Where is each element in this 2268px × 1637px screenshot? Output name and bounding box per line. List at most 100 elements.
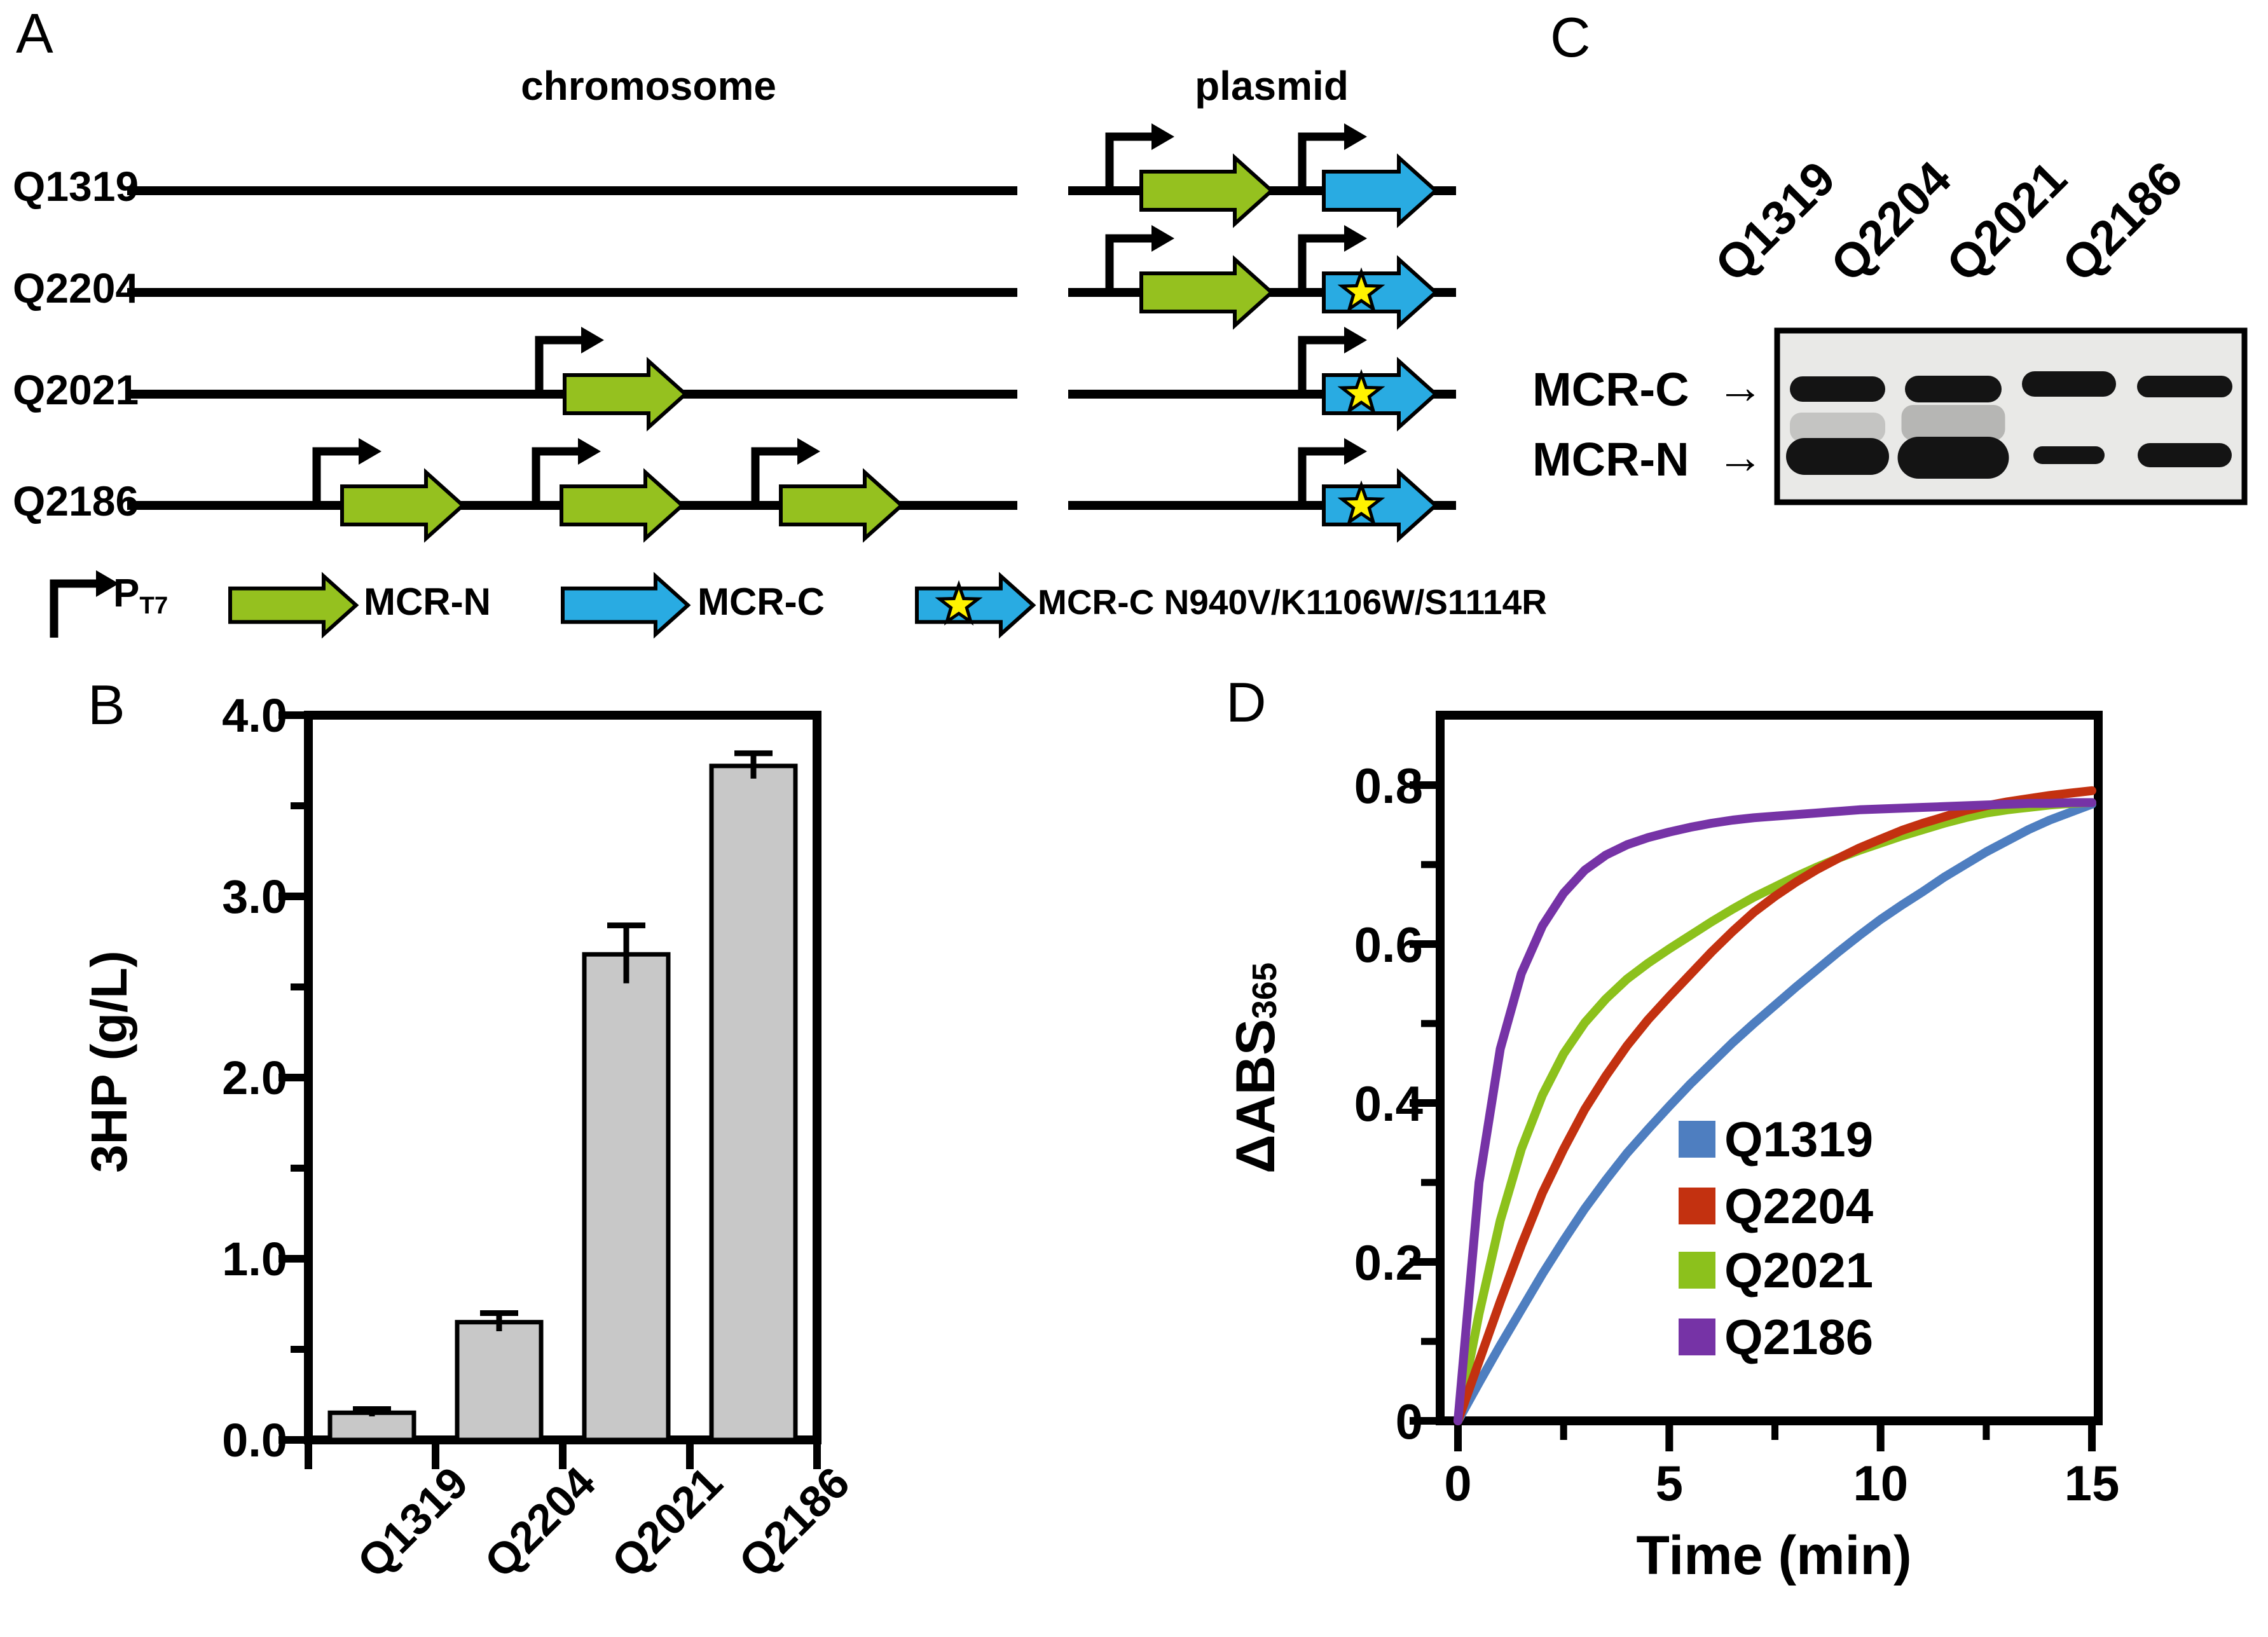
promoter-bent-arrow-icon (535, 336, 581, 394)
band-smear (1901, 405, 2005, 441)
promoter-bent-arrow-icon (1105, 234, 1151, 292)
promoter-arrowhead (1151, 225, 1174, 252)
panel-c-western-blot (1774, 327, 2248, 505)
y-tick-label: 0.8 (1354, 758, 1423, 814)
curve-q2186 (1454, 798, 2096, 1425)
blot-row-label-mcr-n: MCR-N (1532, 433, 1689, 486)
promoter-bent-arrow-icon (312, 447, 359, 505)
plot-frame (1436, 711, 2103, 1425)
y-tick-label: 0 (1396, 1394, 1423, 1449)
y-tick-label: 0.4 (1354, 1076, 1423, 1132)
y-tick-label: 0.0 (222, 1414, 287, 1467)
gene-arrow (915, 572, 1036, 639)
promoter-bent-arrow-icon (751, 447, 797, 505)
blot-band-mcr-n (1897, 437, 2009, 479)
gene-arrow (1322, 153, 1439, 228)
column-header-chromosome: chromosome (521, 63, 776, 109)
strain-label-q1319: Q1319 (13, 163, 139, 210)
blot-band-mcr-n (2138, 443, 2232, 467)
panel-d-x-axis-title: Time (min) (1636, 1525, 1912, 1586)
gene-arrow (340, 468, 466, 543)
blot-band-mcr-c (2022, 371, 2116, 397)
legend-swatch-q2204 (1679, 1188, 1715, 1224)
y-tick-label: 1.0 (222, 1233, 287, 1285)
gene-arrow (228, 572, 359, 639)
bar (709, 764, 798, 1442)
gene-arrow (560, 468, 685, 543)
gene-arrow (1322, 255, 1439, 330)
promoter-arrowhead (359, 438, 381, 465)
promoter-arrowhead (1344, 327, 1367, 353)
blot-band-mcr-c (1790, 376, 1885, 402)
strain-label-q2021: Q2021 (13, 366, 139, 413)
mutation-star-icon (1337, 267, 1385, 313)
legend-label-q2021: Q2021 (1724, 1242, 1873, 1298)
legend-label-q2186: Q2186 (1724, 1309, 1873, 1365)
panel-a-letter: A (16, 2, 53, 65)
legend-swatch-q1319 (1679, 1121, 1715, 1158)
strain-label-q2204: Q2204 (13, 264, 139, 312)
legend-mcrc-label: MCR-C (698, 580, 825, 623)
x-tick-label: 0 (1444, 1455, 1471, 1511)
abs-subscript: 365 (1246, 962, 1284, 1019)
panel-c-letter: C (1550, 6, 1591, 69)
y-tick-label: 0.6 (1354, 917, 1423, 973)
legend-mcrc-mutant-label: MCR-C N940V/K1106W/S1114R (1038, 582, 1547, 622)
curve-q1319 (1454, 800, 2096, 1425)
gene-arrow (779, 468, 905, 543)
legend-label-q2204: Q2204 (1724, 1178, 1873, 1234)
panel-b-letter: B (88, 673, 125, 736)
bar (327, 1410, 416, 1442)
gene-arrow (1139, 153, 1275, 228)
legend-label-q1319: Q1319 (1724, 1111, 1873, 1167)
panel-d-y-axis-title: ΔABS 365 (1224, 890, 1288, 1246)
gene-arrow (1139, 255, 1275, 330)
promoter-bent-arrow-icon (1298, 447, 1344, 505)
legend-promoter-label: PT7 (113, 571, 168, 619)
curve-q2021 (1454, 798, 2096, 1425)
bar (582, 952, 671, 1442)
panel-b-y-axis-title: 3HP (g/L) (81, 950, 137, 1173)
promoter-symbol-text: P (113, 572, 140, 615)
x-tick-label: 15 (2065, 1455, 2120, 1511)
promoter-bent-arrow-icon (1298, 336, 1344, 394)
legend-mcrn-label: MCR-N (364, 580, 491, 623)
y-tick-label: 2.0 (222, 1051, 287, 1104)
right-arrow-icon: → (1717, 430, 1764, 483)
promoter-arrowhead (1344, 438, 1367, 465)
promoter-arrowhead (96, 570, 119, 597)
legend-swatch-q2021 (1679, 1252, 1715, 1289)
blot-band-mcr-c (1905, 376, 2002, 402)
mutation-star-icon (1337, 369, 1385, 414)
column-header-plasmid: plasmid (1195, 63, 1349, 109)
bar (455, 1320, 544, 1442)
promoter-bent-arrow-icon (1298, 234, 1344, 292)
panel-d-letter: D (1226, 671, 1267, 734)
promoter-arrowhead (1344, 225, 1367, 252)
gene-arrow (563, 357, 689, 432)
promoter-arrowhead (1344, 123, 1367, 150)
promoter-arrowhead (578, 438, 601, 465)
panel-a-gene-diagram (50, 123, 1456, 639)
y-tick-label: 0.2 (1354, 1235, 1423, 1291)
promoter-subscript: T7 (139, 591, 168, 619)
promoter-bent-arrow-icon (50, 579, 96, 638)
delta-abs-text: ΔABS (1225, 1018, 1286, 1174)
promoter-bent-arrow-icon (1298, 132, 1344, 191)
promoter-arrowhead (581, 327, 604, 353)
blot-row-label-mcr-c: MCR-C (1532, 363, 1689, 416)
gene-arrow (1322, 468, 1439, 543)
band-smear (1790, 413, 1885, 442)
gene-arrow (1322, 357, 1439, 432)
promoter-bent-arrow-icon (1105, 132, 1151, 191)
mutation-star-icon (1337, 480, 1385, 526)
panel-b-bar-chart: 0.0 1.0 2.0 3.0 4.0 (222, 689, 821, 1469)
gene-arrow (561, 572, 691, 639)
strain-label-q2186: Q2186 (13, 477, 139, 524)
mutation-star-icon (935, 580, 983, 626)
blot-band-mcr-c (2137, 376, 2232, 397)
blot-band-mcr-n (1786, 438, 1889, 475)
x-tick-label: 5 (1656, 1455, 1683, 1511)
promoter-arrowhead (1151, 123, 1174, 150)
